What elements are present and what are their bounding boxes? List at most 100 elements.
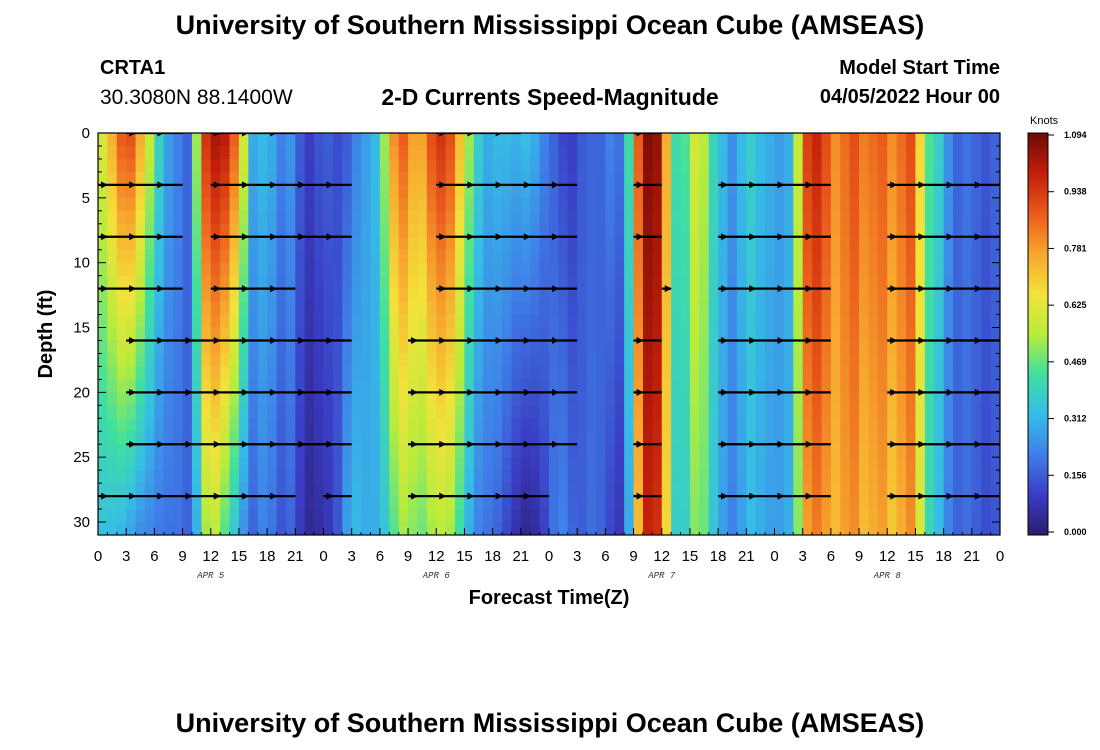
heatmap-cell [774, 496, 785, 510]
heatmap-cell [859, 353, 870, 368]
current-vector-arrowhead [298, 336, 306, 344]
heatmap-cell [971, 288, 982, 303]
heatmap-cell [314, 171, 325, 186]
heatmap-cell [708, 275, 719, 290]
heatmap-cell [483, 522, 494, 535]
heatmap-cell [492, 431, 503, 445]
heatmap-cell [154, 133, 165, 147]
heatmap-cell [238, 483, 249, 497]
heatmap-cell [577, 275, 588, 290]
heatmap-cell [436, 470, 447, 484]
heatmap-cell [652, 496, 663, 510]
heatmap-cell [332, 145, 343, 160]
heatmap-cell [483, 301, 494, 316]
heatmap-cell [511, 288, 522, 303]
heatmap-cell [953, 483, 964, 497]
heatmap-cell [257, 457, 268, 471]
heatmap-cell [981, 262, 992, 277]
heatmap-cell [445, 509, 456, 523]
heatmap-cell [718, 522, 729, 535]
heatmap-cell [642, 262, 653, 277]
heatmap-cell [295, 236, 306, 251]
heatmap-cell [661, 301, 672, 316]
heatmap-cell [962, 327, 973, 342]
heatmap-cell [915, 314, 926, 329]
heatmap-cell [135, 340, 146, 355]
current-vector-arrowhead [213, 336, 221, 344]
heatmap-cell [342, 197, 353, 212]
heatmap-cell [379, 470, 390, 484]
heatmap-cell [887, 431, 898, 445]
heatmap-cell [314, 418, 325, 432]
heatmap-cell [473, 379, 484, 393]
heatmap-cell [248, 262, 259, 277]
heatmap-cell [342, 444, 353, 458]
heatmap-cell [652, 171, 663, 186]
heatmap-cell [276, 470, 287, 484]
heatmap-cell [849, 236, 860, 251]
heatmap-cell [248, 223, 259, 238]
heatmap-cell [934, 522, 945, 535]
heatmap-cell [689, 379, 700, 393]
heatmap-cell [464, 340, 475, 355]
heatmap-cell [915, 405, 926, 419]
heatmap-cell [530, 353, 541, 368]
heatmap-cell [285, 327, 296, 342]
heatmap-cell [708, 184, 719, 199]
heatmap-cell [943, 249, 954, 264]
heatmap-cell [868, 171, 879, 186]
heatmap-cell [802, 483, 813, 497]
heatmap-cell [248, 288, 259, 303]
heatmap-cell [98, 158, 108, 173]
heatmap-cell [464, 223, 475, 238]
heatmap-cell [285, 184, 296, 199]
heatmap-cell [727, 470, 738, 484]
heatmap-cell [736, 457, 747, 471]
colorbar-tick-label: 0.000 [1064, 527, 1087, 537]
current-vector-arrowhead [636, 440, 644, 448]
heatmap-cell [304, 171, 315, 186]
heatmap-cell [351, 470, 362, 484]
heatmap-cell [727, 314, 738, 329]
heatmap-cell [248, 197, 259, 212]
heatmap-cell [408, 379, 419, 393]
heatmap-cell [736, 158, 747, 173]
heatmap-cell [577, 158, 588, 173]
heatmap-cell [163, 301, 174, 316]
heatmap-cell [605, 275, 616, 290]
heatmap-cell [793, 353, 804, 368]
current-vector-arrowhead [270, 336, 278, 344]
heatmap-cell [812, 470, 823, 484]
heatmap-cell [464, 288, 475, 303]
current-vector-arrowhead [270, 285, 278, 293]
heatmap-cell [511, 314, 522, 329]
heatmap-cell [379, 158, 390, 173]
current-vector-arrowhead [636, 133, 644, 137]
heatmap-cell [201, 275, 212, 290]
heatmap-cell [267, 184, 278, 199]
heatmap-cell [877, 392, 888, 406]
heatmap-cell [633, 340, 644, 355]
heatmap-cell [981, 470, 992, 484]
heatmap-cell [595, 262, 606, 277]
heatmap-cell [971, 314, 982, 329]
current-vector-arrowhead [777, 388, 785, 396]
heatmap-cell [314, 366, 325, 380]
heatmap-cell [783, 483, 794, 497]
heatmap-cell [408, 210, 419, 225]
heatmap-cell [248, 210, 259, 225]
y-tick-label: 10 [73, 255, 90, 272]
heatmap-cell [342, 301, 353, 316]
heatmap-cell [736, 223, 747, 238]
heatmap-cell [671, 288, 682, 303]
heatmap-cell [783, 262, 794, 277]
heatmap-cell [990, 431, 1000, 445]
heatmap-cell [314, 314, 325, 329]
heatmap-cell [990, 197, 1000, 212]
heatmap-cell [736, 275, 747, 290]
heatmap-cell [567, 457, 578, 471]
heatmap-cell [220, 210, 231, 225]
heatmap-cell [295, 353, 306, 368]
heatmap-cell [436, 366, 447, 380]
heatmap-cell [417, 327, 428, 342]
